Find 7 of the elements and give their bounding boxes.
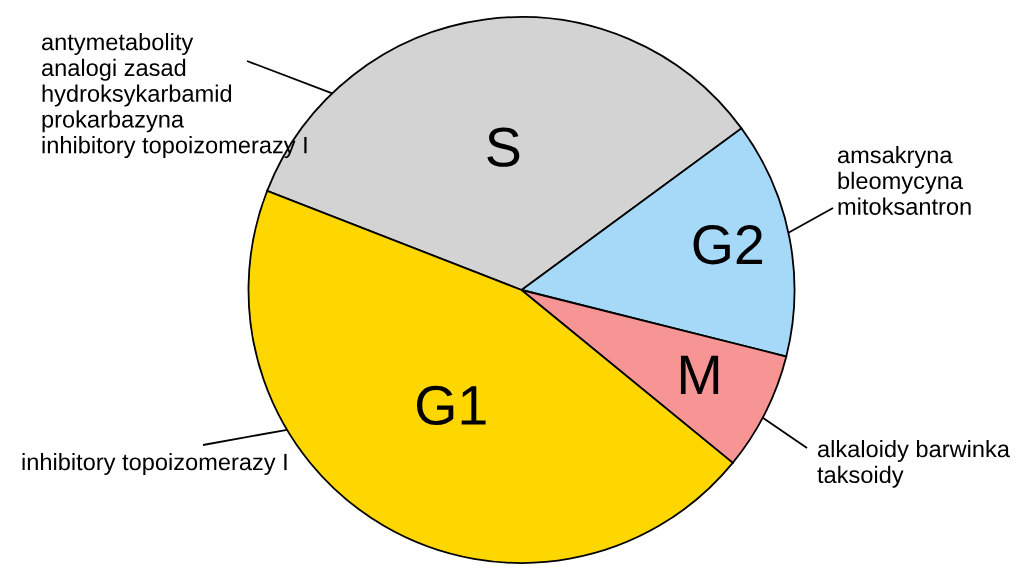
text: inhibitory topoizomerazy I (22, 453, 287, 476)
slice-label: S (487, 127, 520, 167)
slice-label: G2 (693, 225, 763, 265)
slice-label: M (680, 355, 719, 394)
legend-label: G1 (417, 385, 486, 426)
text: alkaloidy barwinka taksoidy (817, 440, 1010, 488)
text: amsakryna bleomycyna mitoksantron (838, 146, 971, 215)
